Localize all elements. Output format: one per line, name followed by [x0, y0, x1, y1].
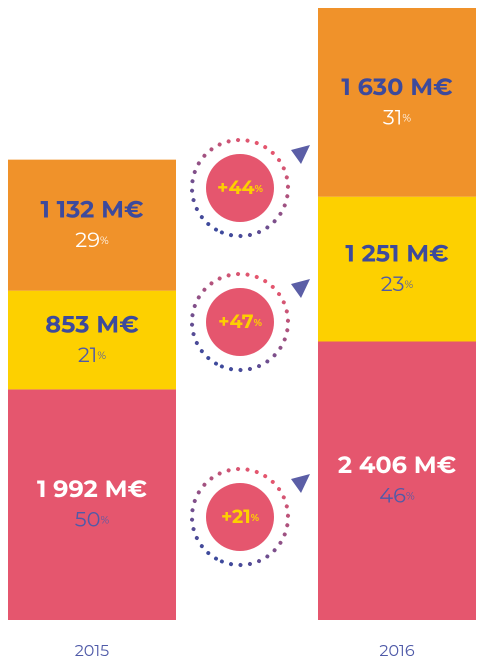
x-tick-label: 2015: [75, 642, 109, 661]
growth-label: +47%: [218, 310, 263, 333]
bar-segment: [318, 196, 476, 342]
dotted-ring: [190, 467, 290, 567]
growth-badge: +47%: [190, 272, 310, 372]
growth-label: +21%: [221, 505, 260, 528]
arrow-head: [291, 279, 310, 298]
growth-badge: +44%: [190, 138, 310, 238]
share-label: 50%: [75, 507, 110, 532]
dotted-ring: [190, 272, 290, 372]
dotted-ring: [190, 138, 291, 238]
x-tick-label: 2016: [379, 642, 414, 661]
value-label: 1 992 M€: [37, 475, 148, 504]
growth-label: +44%: [217, 176, 264, 199]
growth-circle: [206, 483, 274, 551]
growth-circle: [206, 154, 274, 222]
arrow-head: [291, 145, 310, 164]
bar-segment: [318, 341, 476, 620]
share-label: 46%: [379, 483, 415, 508]
bar-segment: [8, 159, 176, 291]
bar-segment: [8, 389, 176, 620]
share-label: 23%: [381, 272, 414, 297]
share-label: 31%: [383, 105, 411, 130]
arrow-head: [291, 474, 310, 493]
share-label: 21%: [78, 343, 107, 368]
growth-circle: [206, 288, 274, 356]
value-label: 2 406 M€: [338, 451, 457, 480]
bar-segment: [8, 290, 176, 390]
value-label: 853 M€: [45, 310, 139, 339]
bar-segment: [318, 8, 476, 197]
value-label: 1 630 M€: [341, 73, 453, 102]
value-label: 1 251 M€: [345, 240, 449, 269]
growth-badge: +21%: [190, 467, 310, 567]
share-label: 29%: [75, 228, 109, 253]
value-label: 1 132 M€: [40, 196, 144, 225]
